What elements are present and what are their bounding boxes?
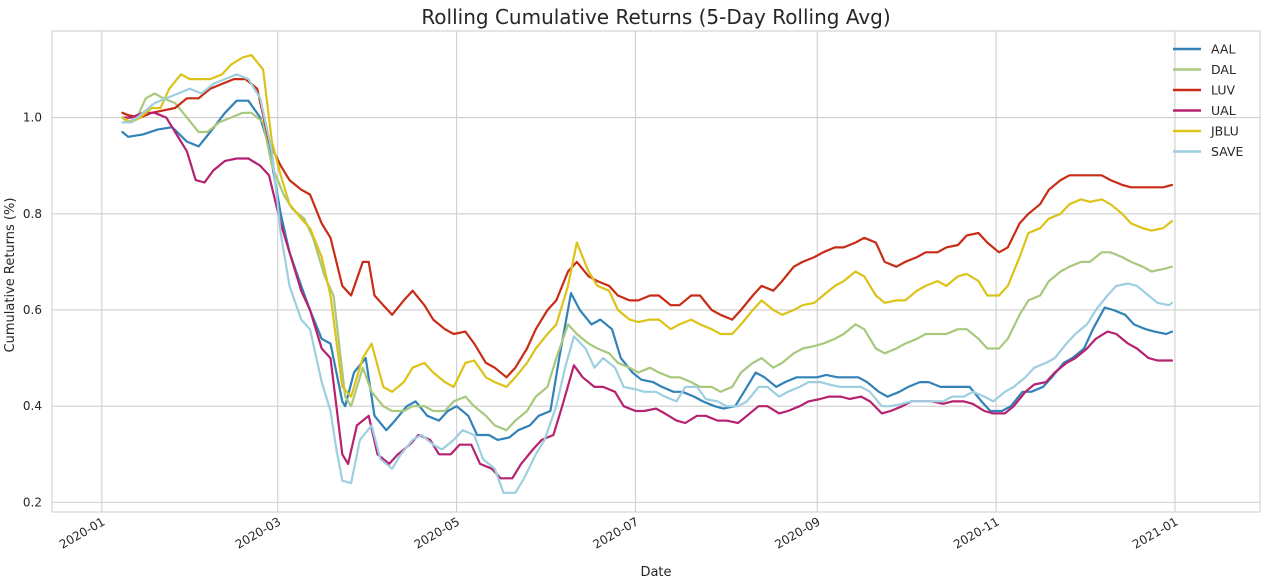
series-line-jblu bbox=[121, 54, 1174, 398]
x-axis-label: Date bbox=[640, 565, 671, 580]
legend: AAL DAL LUV UAL JBLU SAVE bbox=[1173, 42, 1243, 159]
grid bbox=[51, 30, 1261, 513]
legend-label: LUV bbox=[1211, 83, 1235, 98]
x-tick-label: 2020-05 bbox=[412, 514, 462, 551]
legend-label: DAL bbox=[1211, 62, 1236, 77]
legend-item-save: SAVE bbox=[1173, 144, 1243, 159]
plot-frame bbox=[51, 30, 1261, 513]
legend-label: SAVE bbox=[1211, 144, 1243, 159]
series-line-ual bbox=[121, 111, 1174, 480]
series-lines bbox=[121, 54, 1174, 494]
x-tick-label: 2020-09 bbox=[772, 514, 822, 551]
plot-background bbox=[52, 31, 1260, 512]
y-tick-label: 0.4 bbox=[23, 399, 42, 413]
legend-item-dal: DAL bbox=[1173, 62, 1236, 77]
legend-item-ual: UAL bbox=[1173, 103, 1236, 118]
series-line-luv bbox=[121, 78, 1174, 379]
y-tick-label: 0.8 bbox=[23, 207, 42, 221]
series-line-save bbox=[121, 73, 1174, 494]
series-line-aal bbox=[121, 99, 1174, 441]
x-tick-label: 2020-01 bbox=[57, 514, 107, 551]
legend-label: AAL bbox=[1211, 42, 1235, 57]
x-tick-label: 2021-01 bbox=[1130, 514, 1180, 551]
legend-item-jblu: JBLU bbox=[1173, 124, 1239, 139]
x-tick-label: 2020-07 bbox=[591, 514, 641, 551]
legend-item-luv: LUV bbox=[1173, 83, 1235, 98]
y-tick-label: 0.2 bbox=[23, 495, 42, 509]
legend-label: UAL bbox=[1211, 103, 1236, 118]
legend-label: JBLU bbox=[1210, 124, 1239, 139]
y-tick-label: 1.0 bbox=[23, 111, 42, 125]
x-tick-label: 2020-11 bbox=[951, 514, 1001, 551]
chart-title: Rolling Cumulative Returns (5-Day Rollin… bbox=[421, 5, 890, 29]
plot-area bbox=[52, 31, 1260, 512]
x-tick-label: 2020-03 bbox=[233, 514, 283, 551]
y-tick-label: 0.6 bbox=[23, 303, 42, 317]
legend-item-aal: AAL bbox=[1173, 42, 1235, 57]
y-axis-label: Cumulative Returns (%) bbox=[3, 198, 18, 353]
